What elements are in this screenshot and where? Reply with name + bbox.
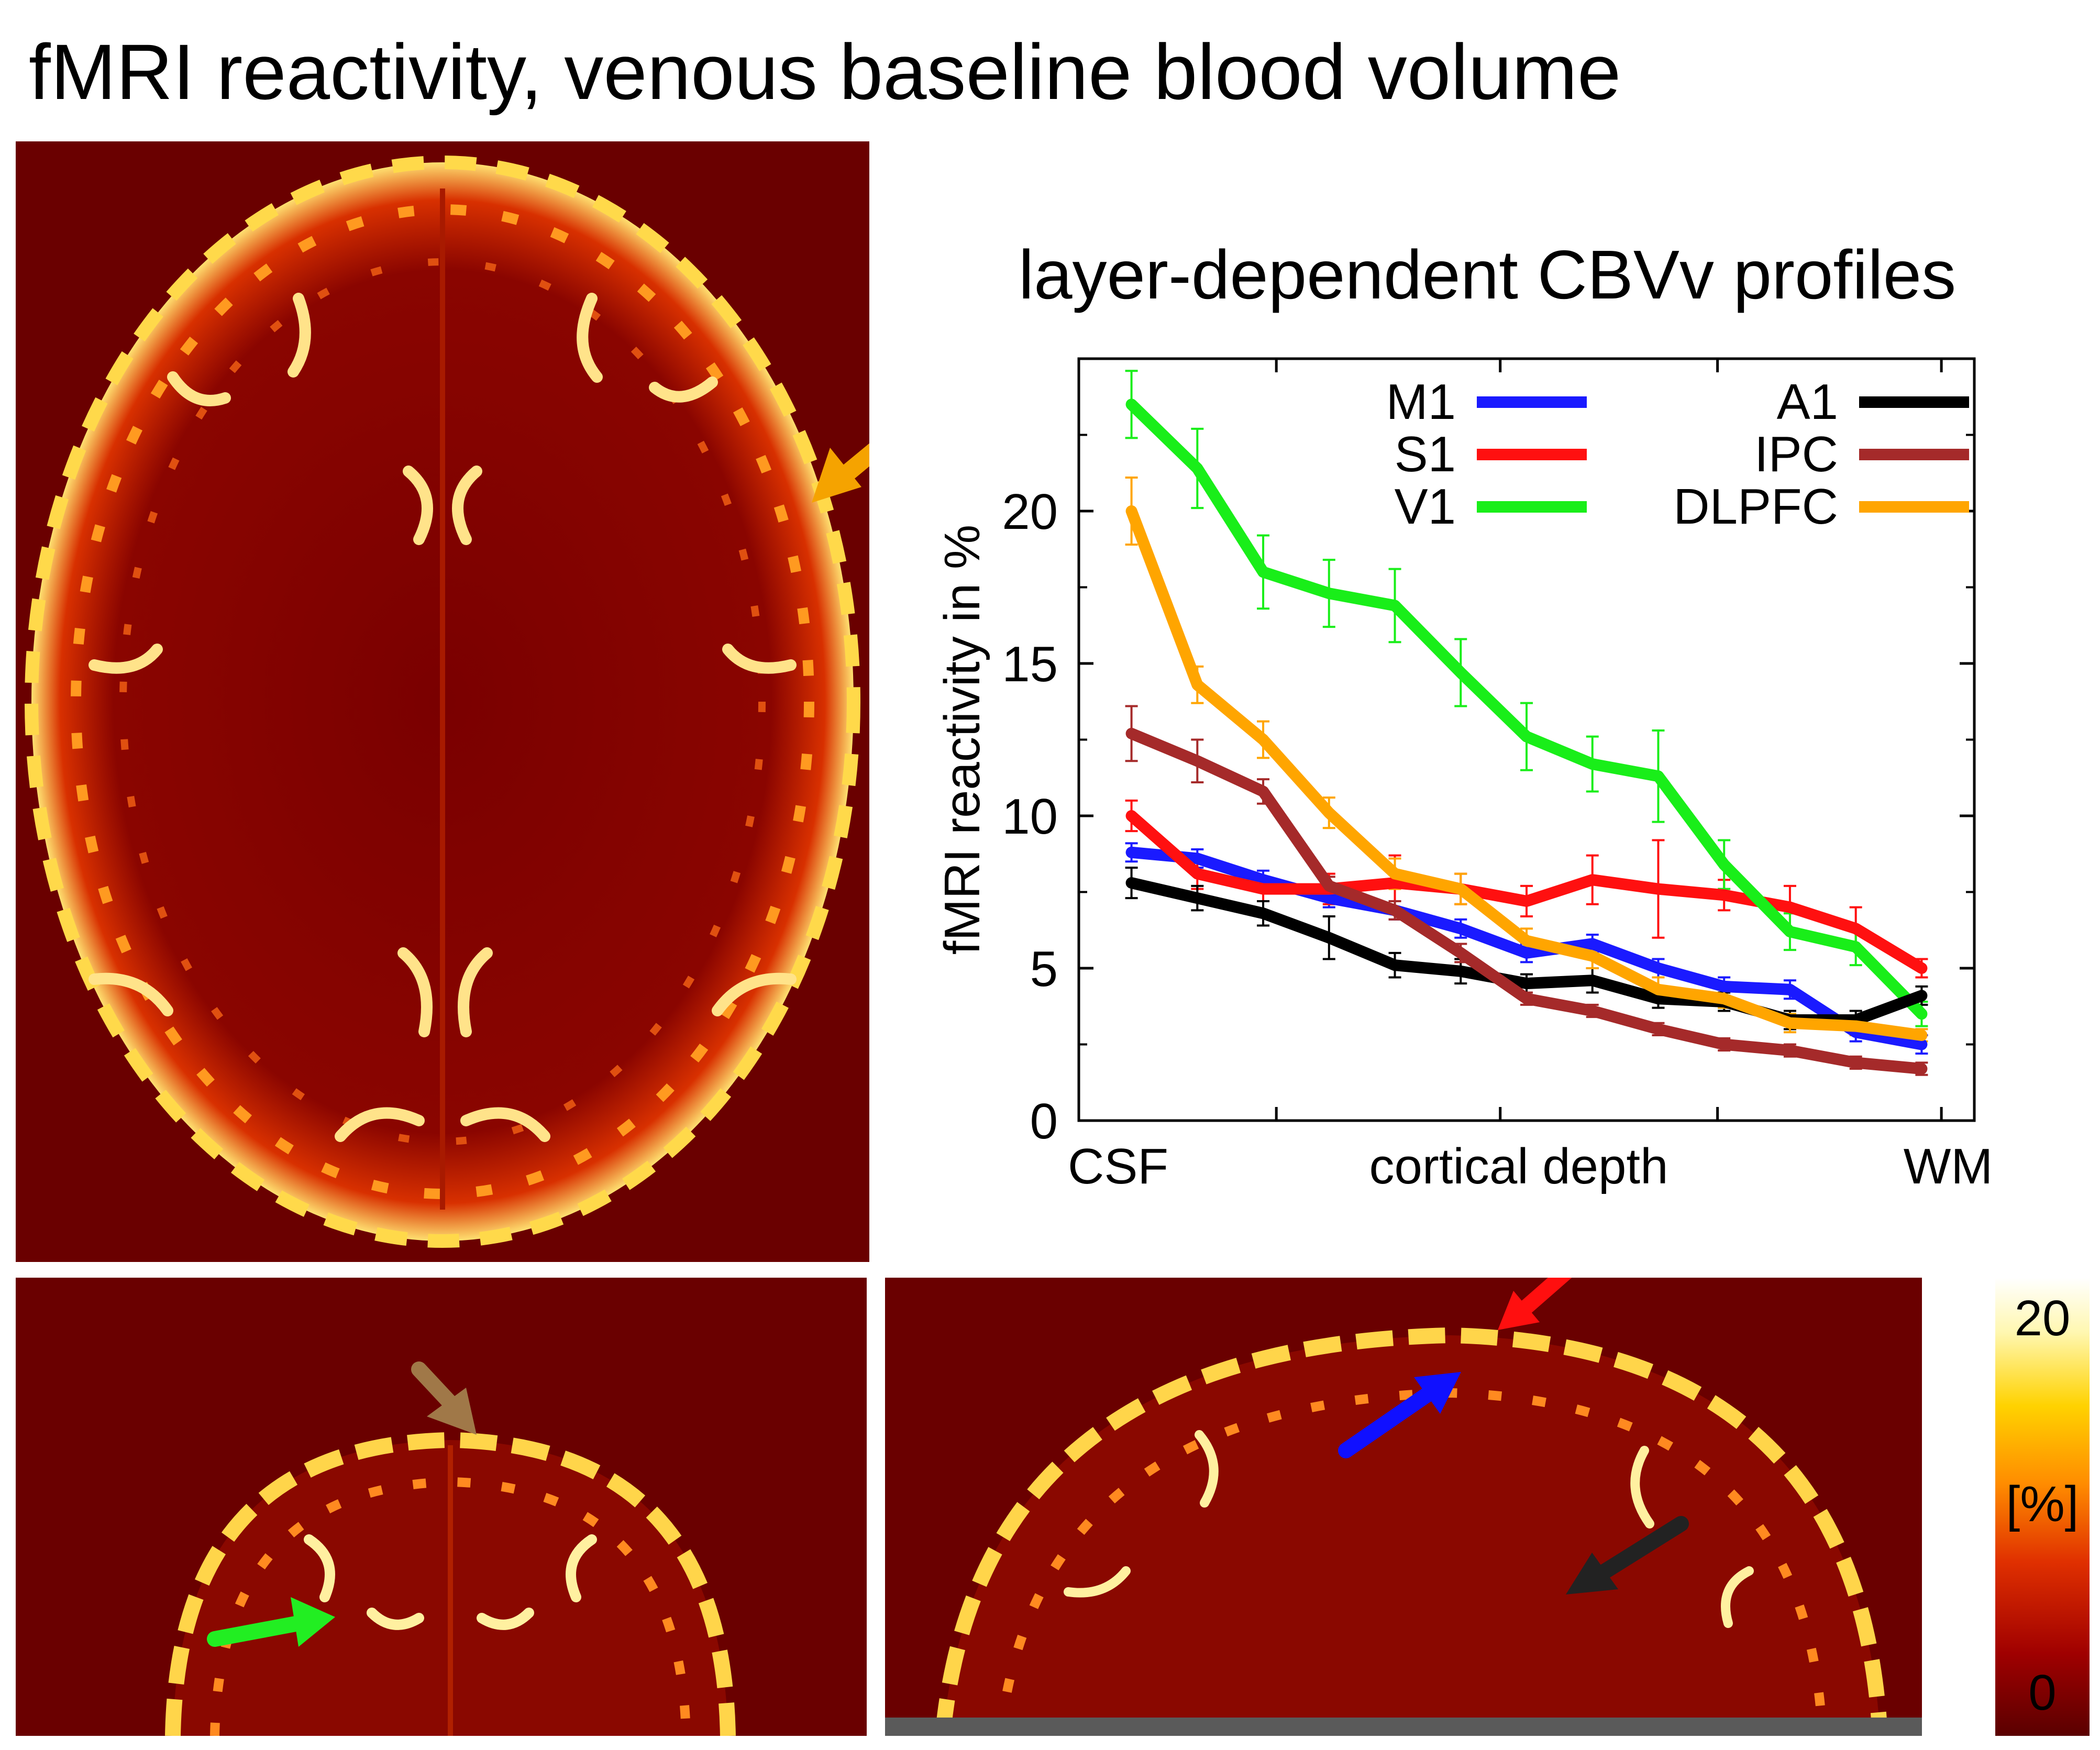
y-tick-label: 15 <box>1002 636 1058 692</box>
cbvv-profile-chart: layer-dependent CBVv profiles 0 5 10 15 20 CSF… <box>922 230 2084 1246</box>
x-label-csf: CSF <box>1068 1138 1168 1194</box>
colorbar: 20 [%] 0 <box>1995 1278 2090 1736</box>
y-tick-label: 10 <box>1002 789 1058 845</box>
series-line-dlpfc <box>1125 505 1928 1042</box>
coronal-arrows <box>207 1361 477 1647</box>
series-line-ipc <box>1125 727 1928 1075</box>
legend-label-a1: A1 <box>1777 374 1838 430</box>
legend-label-v1: V1 <box>1395 479 1456 535</box>
y-tick-label: 5 <box>1030 941 1058 997</box>
sagittal-arrows <box>1338 1278 1689 1594</box>
series-line-s1 <box>1125 810 1928 974</box>
y-tick-label: 20 <box>1002 484 1058 540</box>
x-label-wm: WM <box>1904 1138 1993 1194</box>
colorbar-max-label: 20 <box>2014 1290 2071 1346</box>
y-axis-title: fMRI reactivity in % <box>934 525 990 955</box>
series-line-m1 <box>1125 846 1928 1050</box>
x-axis-title: cortical depth <box>1369 1138 1668 1194</box>
colorbar-min-label: 0 <box>2028 1665 2057 1721</box>
legend-label-ipc: IPC <box>1754 426 1838 482</box>
colorbar-unit-label: [%] <box>2006 1476 2079 1532</box>
coronal-brain-map <box>16 1278 867 1736</box>
legend-label-dlpfc: DLPFC <box>1673 479 1838 535</box>
y-tick-label: 0 <box>1030 1093 1058 1149</box>
axial-arrow <box>812 443 869 503</box>
series-line-v1 <box>1125 398 1928 1020</box>
legend-label-m1: M1 <box>1386 374 1456 430</box>
chart-title: layer-dependent CBVv profiles <box>1019 236 1956 313</box>
figure-title: fMRI reactivity, venous baseline blood v… <box>29 28 1621 116</box>
legend-label-s1: S1 <box>1395 426 1456 482</box>
axial-brain-map <box>16 141 869 1262</box>
sagittal-brain-map <box>885 1278 1922 1736</box>
